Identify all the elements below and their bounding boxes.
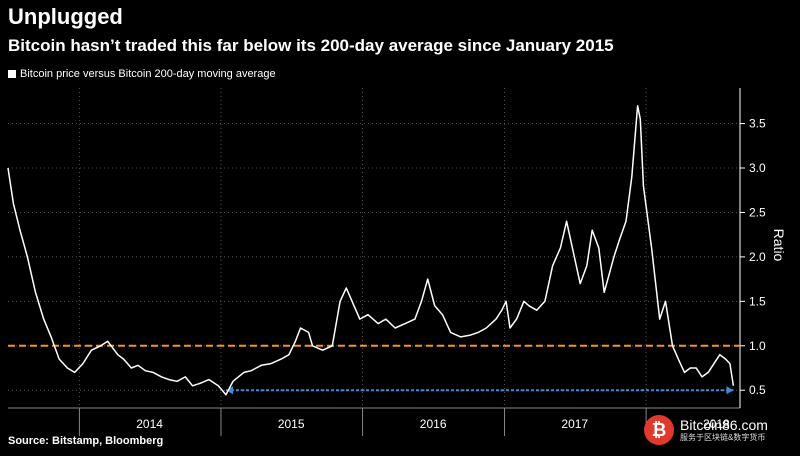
y-tick-label: 2.5 <box>749 205 766 219</box>
y-tick-label: 2.0 <box>749 250 766 264</box>
watermark: ₿ Bitcoin86.com 服务于区块链&数字货币 <box>644 408 794 452</box>
y-axis: 0.5 1.0 1.5 2.0 2.5 3.0 3.5 <box>739 88 766 408</box>
chart-subtitle: Bitcoin hasn’t traded this far below its… <box>8 36 614 55</box>
y-tick-label: 3.0 <box>749 161 766 175</box>
y-tick-label: 0.5 <box>749 383 766 397</box>
y-tick-label: 1.0 <box>749 339 766 353</box>
annotation-arrow-head-left <box>226 386 234 395</box>
watermark-tagline: 服务于区块链&数字货币 <box>680 433 766 443</box>
annotation-arrow-head-right <box>726 386 734 395</box>
legend-swatch <box>8 70 16 78</box>
grid <box>8 88 740 408</box>
annotation-arrow <box>226 386 734 395</box>
x-tick-label: 2018 <box>703 417 730 431</box>
x-tick-label: 2016 <box>420 417 447 431</box>
x-axis: 2014 2015 2016 2017 2018 <box>8 407 740 436</box>
x-tick-label: 2014 <box>136 417 163 431</box>
series-line-ratio <box>7 105 735 396</box>
watermark-site: Bitcoin86.com <box>680 417 768 434</box>
y-tick-label: 3.5 <box>749 117 766 131</box>
bitcoin-logo-icon: ₿ <box>644 415 674 445</box>
source-note: Source: Bitstamp, Bloomberg <box>8 435 164 447</box>
y-axis-label: Ratio <box>771 229 787 262</box>
legend-label: Bitcoin price versus Bitcoin 200-day mov… <box>20 68 276 80</box>
x-tick-label: 2017 <box>561 417 588 431</box>
y-tick-label: 1.5 <box>749 294 766 308</box>
chart-title: Unplugged <box>8 4 123 29</box>
legend: Bitcoin price versus Bitcoin 200-day mov… <box>8 68 276 80</box>
x-tick-label: 2015 <box>278 417 305 431</box>
